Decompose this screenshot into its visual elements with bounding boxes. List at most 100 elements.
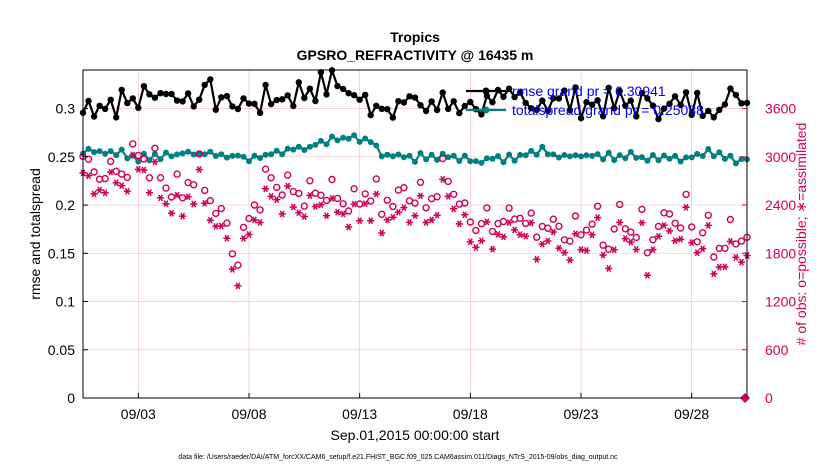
- possible-obs-point: [234, 261, 242, 269]
- rmse-point: [699, 112, 706, 120]
- rmse-point: [671, 93, 679, 100]
- totalspread-point: [417, 150, 424, 156]
- rmse-point: [539, 97, 546, 104]
- assimilated-obs-point: [649, 246, 657, 254]
- totalspread-point: [168, 153, 175, 160]
- totalspread-point: [240, 153, 247, 160]
- totalspread-point: [345, 135, 352, 142]
- totalspread-point: [306, 143, 313, 150]
- totalspread-point: [732, 160, 739, 167]
- possible-obs-point: [621, 225, 629, 233]
- totalspread-point: [655, 157, 662, 164]
- rmse-point: [638, 89, 646, 97]
- possible-obs-point: [593, 202, 602, 211]
- possible-obs-point: [693, 238, 701, 246]
- assimilated-obs-point: [378, 229, 386, 237]
- possible-obs-point: [84, 155, 93, 164]
- possible-obs-point: [688, 223, 696, 231]
- assimilated-obs-point: [699, 245, 707, 253]
- possible-obs-point: [295, 189, 303, 198]
- possible-obs-point: [444, 177, 452, 186]
- rmse-point: [323, 91, 330, 98]
- totalspread-point: [290, 146, 297, 153]
- assimilated-obs-point: [129, 151, 137, 159]
- rmse-point: [439, 89, 446, 96]
- rmse-point: [290, 102, 297, 110]
- rmse-point: [572, 84, 579, 91]
- rmse-point: [151, 94, 159, 101]
- rmse-point: [461, 102, 468, 110]
- assimilated-obs-point: [101, 189, 109, 197]
- totalspread-point: [445, 154, 452, 161]
- possible-obs-point: [350, 185, 358, 193]
- rmse-point: [616, 87, 623, 95]
- rmse-point: [234, 105, 242, 113]
- rmse-point: [433, 106, 441, 114]
- totalspread-point: [716, 149, 723, 156]
- assimilated-obs-point: [356, 217, 364, 225]
- totalspread-point: [544, 151, 551, 158]
- possible-obs-point: [400, 183, 408, 192]
- assimilated-obs-point: [511, 226, 519, 234]
- rmse-point: [113, 114, 120, 121]
- totalspread-point: [301, 147, 308, 153]
- possible-obs-point: [477, 219, 486, 228]
- rmse-point: [605, 84, 612, 92]
- totalspread-point: [163, 149, 169, 156]
- totalspread-point: [589, 152, 596, 159]
- assimilated-obs-point: [173, 191, 181, 199]
- totalspread-point: [472, 158, 479, 165]
- rmse-point: [301, 94, 308, 102]
- assimilated-obs-point: [311, 203, 319, 210]
- rmse-point: [362, 91, 369, 99]
- rmse-point: [201, 81, 208, 89]
- rmse-point: [295, 79, 302, 86]
- rmse-point: [345, 90, 352, 97]
- rmse-point: [190, 103, 197, 110]
- possible-obs-point: [466, 218, 474, 226]
- assimilated-obs-point: [693, 249, 701, 257]
- rmse-point: [124, 99, 131, 107]
- rmse-point: [411, 94, 419, 101]
- assimilated-obs-point: [428, 216, 436, 224]
- rmse-point: [162, 90, 170, 98]
- rmse-point: [101, 105, 109, 113]
- assimilated-obs-point: [239, 234, 248, 242]
- totalspread-point: [649, 152, 656, 158]
- totalspread-point: [400, 154, 407, 161]
- totalspread-point: [179, 150, 186, 157]
- assimilated-obs-point: [538, 240, 546, 248]
- assimilated-obs-point: [333, 208, 342, 216]
- rmse-point: [168, 90, 175, 98]
- assimilated-obs-point: [201, 199, 209, 207]
- possible-obs-point: [643, 249, 652, 257]
- rmse-point: [129, 95, 136, 102]
- rmse-point: [279, 96, 286, 103]
- rmse-point: [406, 93, 413, 100]
- possible-obs-point: [123, 173, 132, 182]
- assimilated-obs-point: [234, 282, 242, 290]
- possible-obs-point: [106, 157, 115, 166]
- possible-obs-point: [566, 237, 574, 245]
- possible-obs-point: [195, 150, 203, 158]
- y-axis-label-right: # of obs: o=possible; ∗=assimilated: [793, 123, 809, 346]
- rmse-point: [207, 76, 214, 83]
- right-tick-label: 600: [765, 342, 789, 358]
- assimilated-obs-point: [544, 237, 552, 245]
- possible-obs-point: [112, 167, 120, 176]
- totalspread-point: [555, 154, 562, 161]
- left-tick-label: 0.25: [48, 149, 75, 165]
- totalspread-point: [356, 138, 363, 145]
- totalspread-point: [627, 148, 634, 155]
- possible-obs-point: [250, 201, 259, 209]
- rmse-point: [738, 100, 745, 107]
- rmse-point: [184, 90, 192, 97]
- rmse-point: [677, 101, 684, 109]
- possible-obs-point: [472, 226, 480, 235]
- rmse-point: [716, 106, 723, 114]
- assimilated-obs-point: [472, 243, 480, 251]
- assimilated-obs-point: [433, 211, 441, 219]
- rmse-point: [196, 96, 203, 103]
- possible-obs-point: [527, 209, 535, 217]
- totalspread-point: [594, 151, 601, 158]
